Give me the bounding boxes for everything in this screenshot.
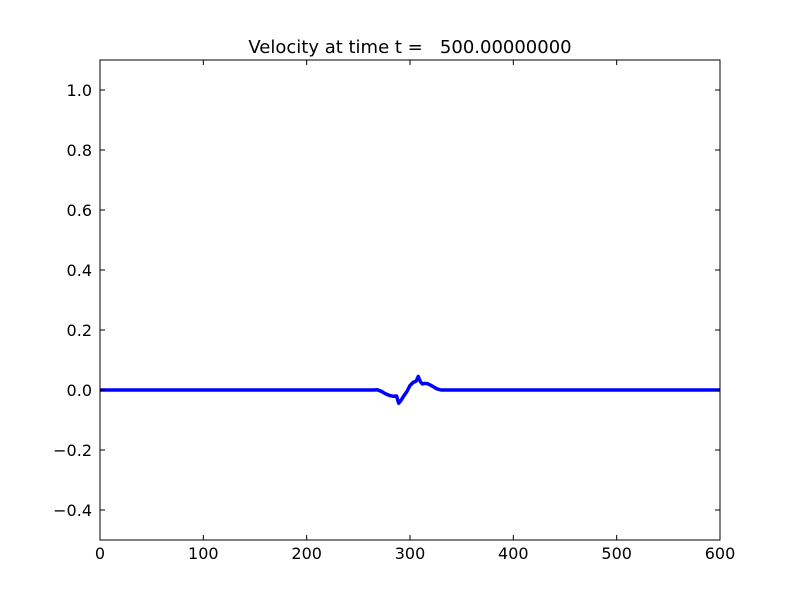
plot-area: [100, 374, 720, 405]
x-tick-label: 100: [188, 544, 219, 563]
y-tick-label: 0.4: [67, 261, 92, 280]
x-tick-label: 500: [601, 544, 632, 563]
tick-layer: 0 100 200 300 400 500 600 −0.4 −0.2 0.0 0.2 0.4 0.6 0…: [53, 60, 735, 563]
x-tick-label: 0: [95, 544, 105, 563]
series-line-0: [100, 374, 720, 405]
y-tick-label: −0.4: [53, 501, 92, 520]
y-tick-label: 1.0: [67, 81, 92, 100]
x-tick-label: 400: [498, 544, 529, 563]
x-tick-label: 300: [395, 544, 426, 563]
y-tick-label: 0.0: [67, 381, 92, 400]
chart-title: Velocity at time t = 500.00000000: [248, 37, 571, 58]
y-tick-label: 0.2: [67, 321, 92, 340]
x-tick-label: 200: [291, 544, 322, 563]
y-tick-label: 0.6: [67, 201, 92, 220]
y-tick-label: 0.8: [67, 141, 92, 160]
x-tick-label: 600: [705, 544, 736, 563]
y-tick-label: −0.2: [53, 441, 92, 460]
